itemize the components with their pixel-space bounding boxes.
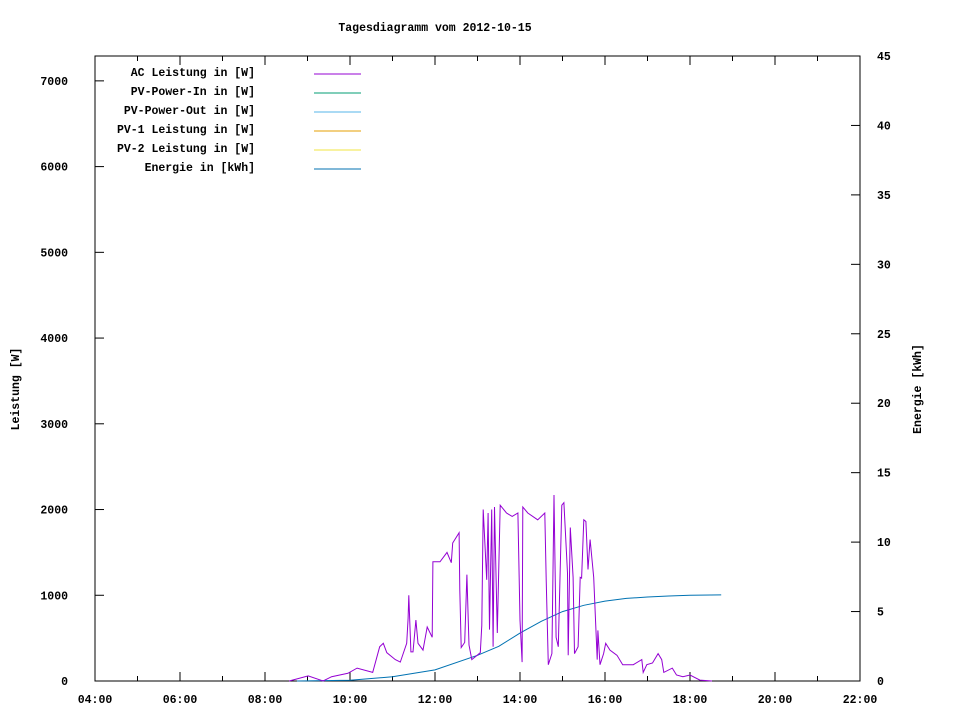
y2-axis-label: Energie [kWh]: [912, 344, 925, 434]
x-tick-label: 12:00: [418, 694, 453, 707]
y-tick-label: 6000: [40, 162, 68, 175]
x-tick-label: 14:00: [503, 694, 538, 707]
chart-title: Tagesdiagramm vom 2012-10-15: [338, 22, 531, 35]
legend-label: PV-Power-In in [W]: [131, 86, 255, 99]
x-tick-label: 06:00: [163, 694, 198, 707]
y2-tick-label: 10: [877, 537, 891, 550]
legend-label: PV-2 Leistung in [W]: [117, 143, 255, 156]
y2-tick-label: 20: [877, 398, 891, 411]
y2-tick-label: 5: [877, 607, 884, 620]
y-tick-label: 4000: [40, 333, 68, 346]
x-tick-label: 10:00: [333, 694, 368, 707]
y2-tick-label: 25: [877, 329, 891, 342]
legend-label: PV-1 Leistung in [W]: [117, 124, 255, 137]
x-tick-label: 16:00: [588, 694, 623, 707]
y2-tick-label: 30: [877, 259, 891, 272]
legend-label: AC Leistung in [W]: [131, 67, 255, 80]
y2-tick-label: 0: [877, 676, 884, 689]
x-tick-label: 04:00: [78, 694, 113, 707]
y-tick-label: 1000: [40, 590, 68, 603]
y2-tick-label: 15: [877, 468, 891, 481]
y2-tick-label: 35: [877, 190, 891, 203]
x-tick-label: 22:00: [843, 694, 878, 707]
y-tick-label: 3000: [40, 419, 68, 432]
x-tick-label: 08:00: [248, 694, 283, 707]
y-axis-label: Leistung [W]: [10, 348, 23, 431]
legend-label: PV-Power-Out in [W]: [124, 105, 255, 118]
x-tick-label: 20:00: [758, 694, 793, 707]
series-line-ac-leistung: [288, 494, 713, 682]
x-tick-label: 18:00: [673, 694, 708, 707]
legend-label: Energie in [kWh]: [145, 162, 255, 175]
y2-tick-label: 45: [877, 51, 891, 64]
y-tick-label: 5000: [40, 247, 68, 260]
y-tick-label: 7000: [40, 76, 68, 89]
series-line-energie: [296, 594, 722, 682]
y2-tick-label: 40: [877, 120, 891, 133]
y-tick-label: 2000: [40, 505, 68, 518]
y-tick-label: 0: [61, 676, 68, 689]
